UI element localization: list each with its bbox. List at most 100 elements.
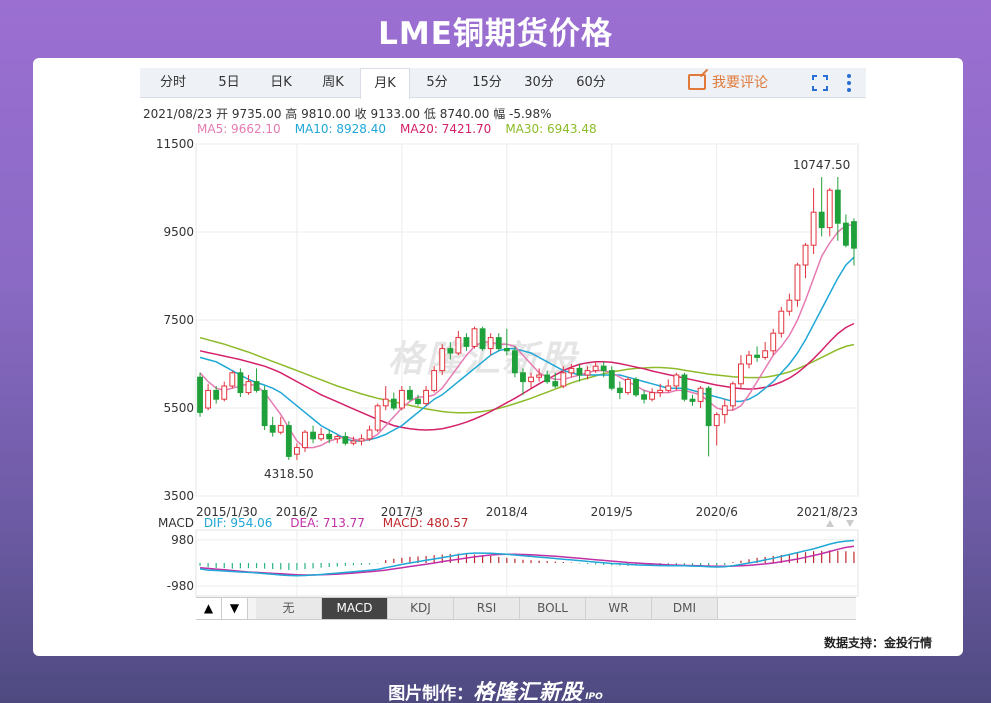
x-tick-label: 2016/2: [276, 505, 318, 519]
tab-0[interactable]: 分时: [159, 75, 186, 90]
candle-body: [205, 389, 212, 409]
y-tick-label: 5500: [163, 401, 194, 415]
info-low-label: 低: [423, 107, 436, 121]
candle-body: [560, 372, 567, 387]
y-tick-label: 9500: [163, 225, 194, 239]
price-annotation: 4318.50: [264, 467, 314, 481]
footer-ipo: IPO: [585, 692, 603, 702]
candle-body: [310, 431, 316, 440]
candle-body: [261, 389, 268, 427]
candle-body: [713, 414, 720, 427]
data-source: 数据支持：金投行情: [824, 636, 933, 650]
candle-body: [415, 398, 421, 405]
indicator-button-4[interactable]: BOLL: [520, 598, 586, 619]
macd-frame: [195, 529, 859, 597]
candle-body: [802, 244, 809, 266]
tab-3[interactable]: 周K: [322, 75, 344, 90]
dea-line: [199, 545, 855, 576]
expand-up-icon: [826, 520, 834, 527]
tab-7[interactable]: 30分: [524, 75, 554, 90]
candle-body: [851, 221, 857, 249]
info-close-label: 收: [354, 107, 367, 121]
macd-tick-label: 980: [171, 533, 194, 547]
scroll-down-button[interactable]: ▼: [222, 598, 248, 619]
candle-body: [826, 189, 833, 229]
page-title: LME铜期货价格: [378, 16, 613, 52]
candle-body: [511, 350, 518, 374]
more-options-icon[interactable]: [846, 73, 852, 93]
candle-body: [326, 433, 333, 440]
fullscreen-icon[interactable]: [812, 75, 828, 91]
info-open: 9735.00: [231, 107, 282, 121]
macd-dea: DEA: 713.77: [290, 516, 365, 530]
info-open-label: 开: [216, 107, 229, 121]
candle-body: [237, 372, 244, 394]
tab-8[interactable]: 60分: [576, 75, 606, 90]
candle-body: [374, 405, 381, 431]
candle-body: [390, 398, 397, 409]
footer-credit: 图片制作：格隆汇新股 IPO: [0, 676, 991, 703]
candle-body: [624, 378, 631, 394]
expand-down-icon: [846, 520, 854, 527]
comment-button[interactable]: 我要评论: [688, 68, 768, 98]
candle-body: [293, 447, 300, 455]
macd-dif: DIF: 954.06: [203, 516, 273, 530]
candle-body: [528, 376, 534, 383]
candle-body: [318, 433, 325, 440]
candle-body: [471, 328, 478, 347]
tab-5[interactable]: 5分: [426, 75, 448, 90]
indicator-button-0[interactable]: 无: [256, 598, 322, 619]
candle-body: [633, 378, 639, 396]
ma-legend-3: MA30: 6943.48: [505, 122, 597, 136]
ma20-line: [199, 322, 855, 431]
ma-legend-0: MA5: 9662.10: [197, 122, 281, 136]
tab-2[interactable]: 日K: [270, 75, 292, 90]
candle-body: [423, 389, 430, 405]
candle-body: [842, 222, 849, 246]
info-change-label: 幅: [493, 107, 506, 121]
candle-body: [495, 337, 502, 350]
candle-body: [503, 348, 510, 352]
candle-body: [302, 431, 308, 449]
candle-body: [245, 381, 252, 394]
candle-body: [697, 387, 704, 402]
candle-body: [455, 337, 462, 354]
price-annotation: 10747.50: [793, 158, 850, 172]
tab-4[interactable]: 月K: [360, 68, 410, 99]
y-tick-label: 3500: [163, 489, 194, 503]
info-date: 2021/08/23: [143, 107, 213, 121]
candle-body: [592, 365, 599, 372]
candle-body: [544, 374, 551, 383]
candle-body: [818, 211, 825, 229]
x-tick-label: 2019/5: [591, 505, 633, 519]
candle-body: [197, 376, 203, 413]
candle-body: [285, 425, 292, 457]
period-tab-bar: 分时 5日 日K 周K 月K 5分 15分 30分 60分 我要评论: [140, 68, 866, 99]
indicator-button-6[interactable]: DMI: [652, 598, 718, 619]
indicator-button-1[interactable]: MACD: [322, 598, 388, 619]
indicator-button-2[interactable]: KDJ: [388, 598, 454, 619]
candle-body: [834, 189, 841, 224]
candle-body: [358, 438, 365, 442]
candle-body: [439, 348, 446, 372]
candle-body: [649, 392, 656, 400]
scroll-up-button[interactable]: ▲: [196, 598, 222, 619]
tab-1[interactable]: 5日: [218, 75, 240, 90]
candle-body: [447, 348, 454, 354]
indicator-button-3[interactable]: RSI: [454, 598, 520, 619]
macd-value: MACD: 480.57: [382, 516, 469, 530]
candle-body: [608, 370, 615, 389]
candle-body: [778, 310, 785, 334]
tab-6[interactable]: 15分: [472, 75, 502, 90]
candle-body: [431, 370, 438, 391]
comment-label: 我要评论: [712, 75, 768, 91]
indicator-button-5[interactable]: WR: [586, 598, 652, 619]
info-low: 8740.00: [439, 107, 490, 121]
macd-tick-label: -980: [167, 579, 194, 593]
moving-average-legend: MA5: 9662.10 MA10: 8928.40 MA20: 7421.70 MA…: [197, 122, 611, 136]
ma-legend-2: MA20: 7421.70: [400, 122, 492, 136]
candle-body: [616, 387, 623, 394]
watermark-logo: 格隆汇新股IPO: [388, 330, 606, 382]
ma10-line: [199, 256, 855, 442]
